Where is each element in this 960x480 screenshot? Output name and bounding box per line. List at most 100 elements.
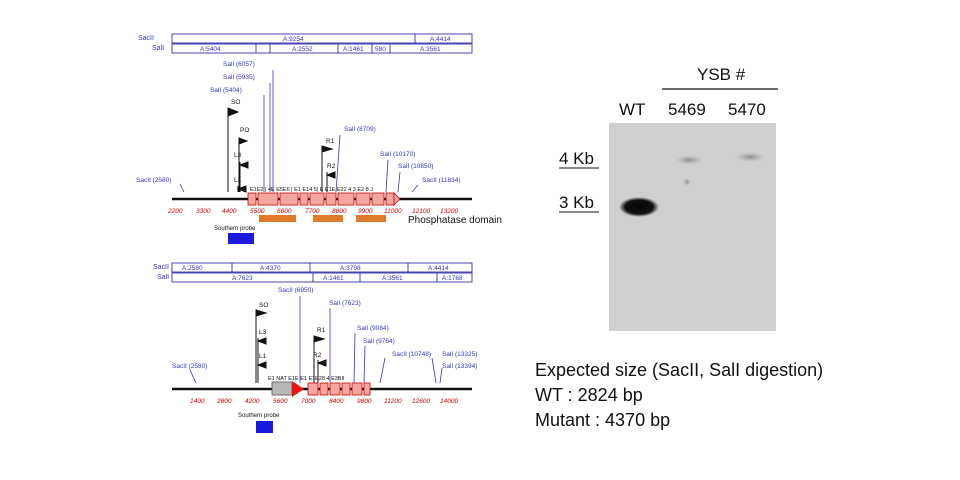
mut-sali-frag-3: A:3561 xyxy=(382,275,403,282)
wt-sacii-row-label: SacII xyxy=(138,35,154,42)
expected-mutant: Mutant : 4370 bp xyxy=(535,410,671,430)
blot-group-label: YSB # xyxy=(697,65,746,84)
wt-primer-l3: L3 xyxy=(234,152,242,159)
wt-map: SacII SalI A:9254 A:4414 A:5404 A:2552 A… xyxy=(136,33,502,244)
wt-sacii-row xyxy=(171,33,473,44)
mut-site-sacii-6950: SacII (6950) xyxy=(278,287,313,294)
mut-tick-1: 1400 xyxy=(190,398,205,405)
marker-3kb-label: 3 Kb xyxy=(559,193,594,212)
band-5469-4kb xyxy=(675,155,703,165)
mutant-map: SacII SalI A:2580 A:4370 A:3798 A:4414 A… xyxy=(153,262,477,433)
wt-tick-5: 6600 xyxy=(277,208,292,215)
mut-sali-row xyxy=(171,272,473,283)
mut-site-sali-9764: SalI (9764) xyxy=(363,338,395,345)
wt-site-sacii-11834: SacII (11834) xyxy=(422,177,461,184)
wt-sali-frag-3: A:1461 xyxy=(343,46,364,53)
mut-exon-1 xyxy=(271,381,293,396)
wt-primer-so: SO xyxy=(231,99,240,106)
wt-primer-po: PO xyxy=(240,127,249,134)
expected-title: Expected size (SacII, SalI digestion) xyxy=(535,360,824,380)
wt-tick-6: 7700 xyxy=(305,208,320,215)
mut-tick-3: 4200 xyxy=(245,398,260,405)
band-wt-3kb xyxy=(619,197,659,217)
mut-tick-6: 8400 xyxy=(329,398,344,405)
marker-4kb-label: 4 Kb xyxy=(559,149,594,168)
mut-site-sali-13325: SalI (13325) xyxy=(442,351,477,358)
wt-primer-l1: L1 xyxy=(234,177,242,184)
mut-tick-5: 7000 xyxy=(301,398,316,405)
mut-sali-row-label: SalI xyxy=(157,274,169,281)
mut-sacii-frag-1: A:2580 xyxy=(182,265,203,272)
mut-primer-l3: L3 xyxy=(259,329,267,336)
mut-exon-block xyxy=(307,382,371,396)
wt-tick-10: 12100 xyxy=(412,208,430,215)
wt-axis-ticks: 2200 3300 4400 5500 6600 7700 8800 9900 … xyxy=(167,208,458,215)
mut-primer-r1: R1 xyxy=(317,327,326,334)
wt-southern-probe-label: Southern probe xyxy=(214,226,256,232)
wt-sali-row xyxy=(171,43,473,54)
mut-site-sali-7623: SalI (7623) xyxy=(329,300,361,307)
wt-phosphatase-label: Phosphatase domain xyxy=(408,215,502,226)
wt-primer-r2: R2 xyxy=(327,163,336,170)
mut-tick-4: 5600 xyxy=(273,398,288,405)
wt-site-sali-10850: SalI (10850) xyxy=(398,163,433,170)
wt-sali-frag-5: A:3561 xyxy=(420,46,441,53)
mut-site-sacii-2580: SacII (2580) xyxy=(172,363,207,370)
wt-sali-row-label: SalI xyxy=(152,45,164,52)
southern-blot: YSB # WT 5469 5470 4 Kb 3 Kb xyxy=(559,65,778,331)
wt-tick-3: 4400 xyxy=(222,208,237,215)
mut-tick-8: 11200 xyxy=(384,398,402,405)
mut-sacii-row xyxy=(171,262,473,273)
lane-5470-label: 5470 xyxy=(728,100,766,119)
wt-exon-labels: E1E2 | 4E E5E6 | E1 E14 5| E E1E E22 4 3… xyxy=(250,187,373,193)
wt-site-sali-5404: SalI (5404) xyxy=(210,87,242,94)
expected-wt: WT : 2824 bp xyxy=(535,385,643,405)
wt-phosphatase-bars xyxy=(259,215,386,222)
wt-sali-frag-2: A:2552 xyxy=(292,46,313,53)
mut-sacii-frag-2: A:4370 xyxy=(260,265,281,272)
wt-exon-block xyxy=(247,192,401,206)
wt-tick-7: 8800 xyxy=(332,208,347,215)
wt-sali-frag-4: 580 xyxy=(375,46,386,53)
mut-tick-7: 9800 xyxy=(357,398,372,405)
mut-primer-r2: R2 xyxy=(313,352,322,359)
wt-tick-2: 3300 xyxy=(196,208,211,215)
mut-sacii-row-label: SacII xyxy=(153,264,169,271)
spot-5469 xyxy=(683,178,691,186)
nat-marker xyxy=(292,381,304,397)
mut-site-sali-13394: SalI (13394) xyxy=(442,363,477,370)
wt-tick-8: 9900 xyxy=(358,208,373,215)
mut-sali-frag-4: A:1768 xyxy=(442,275,463,282)
wt-site-sacii-2580: SacII (2580) xyxy=(136,177,171,184)
mut-sacii-frag-4: A:4414 xyxy=(428,265,449,272)
wt-tick-4: 5500 xyxy=(250,208,265,215)
wt-tick-9: 11000 xyxy=(384,208,402,215)
mut-primer-so: SO xyxy=(259,302,268,309)
band-5470-4kb xyxy=(735,152,765,162)
lane-wt-label: WT xyxy=(619,100,645,119)
mut-site-sacii-10748: SacII (10748) xyxy=(392,351,431,358)
wt-sacii-frag-1: A:9254 xyxy=(283,36,304,43)
wt-sacii-frag-2: A:4414 xyxy=(430,36,451,43)
lane-5469-label: 5469 xyxy=(668,100,706,119)
wt-tick-1: 2200 xyxy=(167,208,183,215)
wt-southern-probe xyxy=(228,233,254,244)
wt-tick-11: 13200 xyxy=(440,208,458,215)
expected-size-note: Expected size (SacII, SalI digestion) WT… xyxy=(535,358,823,433)
mut-tick-2: 2800 xyxy=(216,398,232,405)
mut-exon-labels: E1 NAT E1E E1 E1E28 4 E3BII xyxy=(268,376,345,382)
wt-site-sali-8709: SalI (8709) xyxy=(344,126,376,133)
mut-sacii-frag-3: A:3798 xyxy=(340,265,361,272)
mut-axis-ticks: 1400 2800 4200 5600 7000 8400 9800 11200… xyxy=(190,398,458,405)
wt-site-sali-6057: SalI (6057) xyxy=(223,61,255,68)
mut-primer-l1: L1 xyxy=(259,353,267,360)
mut-southern-probe xyxy=(256,421,273,433)
mut-tick-10: 14000 xyxy=(440,398,458,405)
mut-sali-frag-1: A:7623 xyxy=(232,275,253,282)
wt-sali-frag-1: A:5404 xyxy=(200,46,221,53)
mut-sali-frag-2: A:1461 xyxy=(323,275,344,282)
wt-site-sali-5935: SalI (5935) xyxy=(223,74,255,81)
mut-tick-9: 12600 xyxy=(412,398,430,405)
mut-southern-probe-label: Southern probe xyxy=(238,413,280,419)
